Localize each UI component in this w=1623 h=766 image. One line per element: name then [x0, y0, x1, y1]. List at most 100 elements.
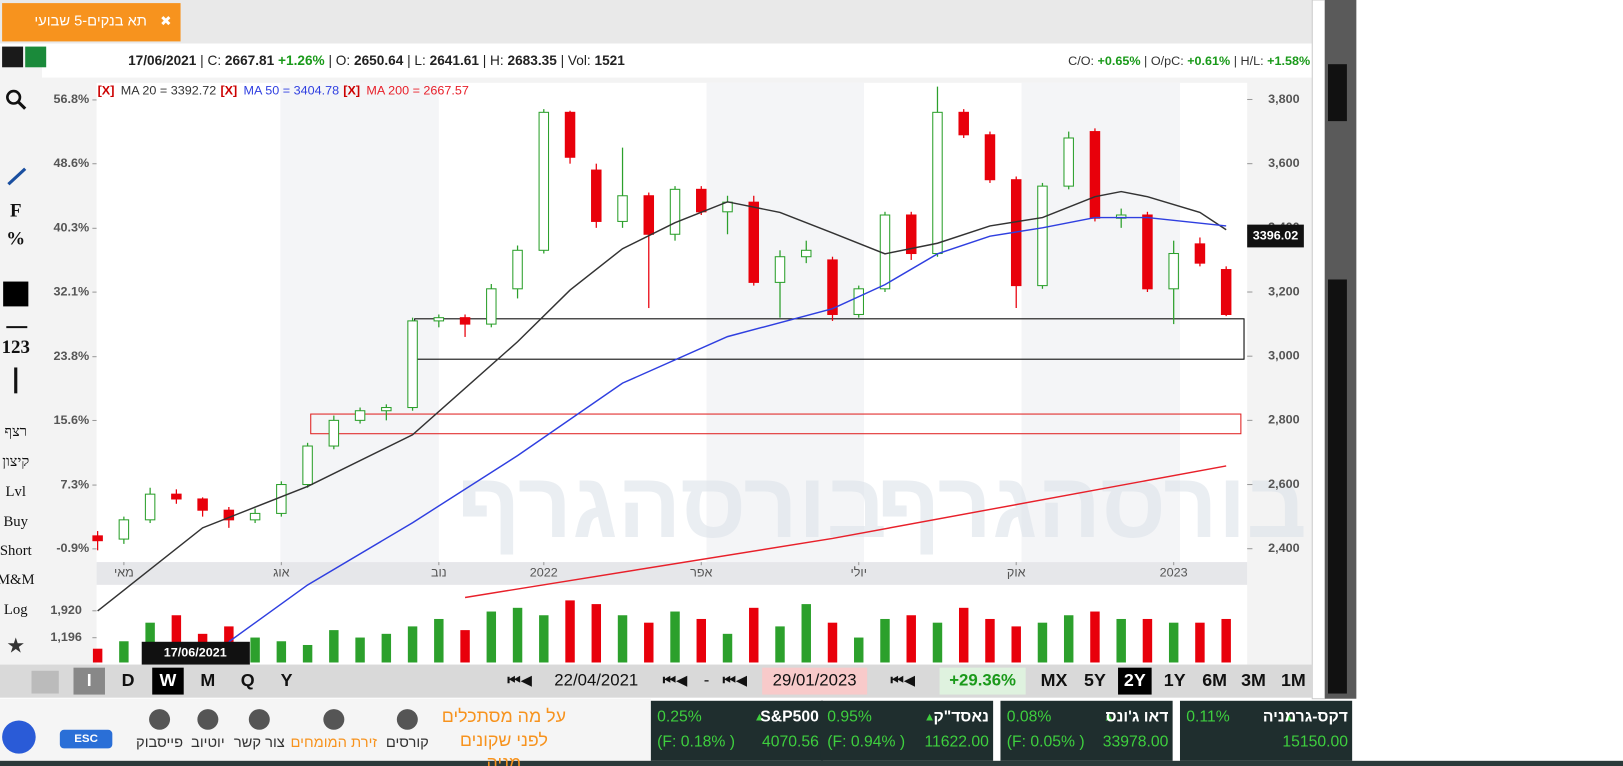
volume-bar — [827, 622, 838, 663]
nav-arrows[interactable]: ⏮◀ — [663, 673, 688, 689]
range-button[interactable]: 5Y — [1084, 670, 1106, 690]
range-button[interactable]: 2Y — [1124, 670, 1146, 690]
period-button[interactable]: D — [122, 670, 135, 690]
volume-bar — [985, 618, 995, 663]
toolbar-label[interactable]: קיצון — [2, 454, 29, 470]
ma-legend-x[interactable]: [X] — [220, 83, 237, 97]
save-icon[interactable] — [31, 670, 59, 694]
y2-tick-label: 48.6% — [54, 156, 90, 170]
ticker-box[interactable] — [1179, 700, 1353, 761]
footer-link[interactable]: פייסבוק — [136, 735, 183, 751]
volume-bar — [171, 615, 182, 663]
nav-arrows[interactable]: ⏮◀ — [891, 673, 916, 689]
nav-arrows[interactable]: ⏮◀ — [507, 673, 532, 689]
tab[interactable] — [2, 3, 181, 42]
range-button[interactable]: 1Y — [1164, 670, 1186, 690]
toolbar-label[interactable]: F — [10, 201, 22, 222]
line-tool[interactable] — [7, 167, 27, 186]
promo-text[interactable]: מניה — [487, 753, 522, 766]
candle-body — [984, 134, 996, 181]
range-button[interactable]: 1M — [1281, 670, 1306, 690]
info-right: C/O: +0.65% | O/pC: +0.61% | H/L: +1.58% — [1068, 54, 1310, 68]
ticker-futures: (F: 0.05% ) — [1007, 733, 1085, 750]
volume-bar — [958, 607, 969, 663]
toolbar-label[interactable]: Lvl — [6, 484, 26, 500]
toolbar-icon[interactable] — [25, 46, 47, 68]
watermark: בורסהגרף — [877, 453, 1307, 557]
info-c_change: +1.26% — [278, 53, 328, 68]
footer-link[interactable]: קורסים — [386, 735, 429, 751]
color-tool[interactable] — [3, 281, 29, 307]
period-button[interactable]: M — [200, 670, 215, 690]
footer-link[interactable]: יוטיוב — [191, 735, 225, 751]
volume-bar — [302, 644, 313, 663]
ticker-box[interactable] — [650, 700, 824, 761]
info-line: 17/06/2021 | C: 2667.81 +1.26% | O: 2650… — [128, 53, 625, 68]
footer-icon[interactable] — [396, 709, 418, 730]
ticker-box[interactable] — [1000, 700, 1173, 761]
toolbar-label[interactable]: Short — [0, 543, 32, 559]
volume-bar — [1221, 618, 1231, 663]
esc-label: ESC — [74, 733, 98, 745]
candle-body — [1089, 131, 1101, 219]
ticker-arrow: ▲ — [754, 711, 765, 723]
accessibility-icon[interactable] — [2, 720, 36, 754]
info-o: 2650.64 — [354, 53, 407, 68]
ma-legend-x[interactable]: [X] — [98, 83, 115, 97]
range-button[interactable]: 6M — [1202, 670, 1227, 690]
search-icon[interactable] — [6, 89, 22, 105]
band — [706, 82, 864, 563]
ma-legend: MA 20 = 3392.72 — [121, 83, 217, 97]
date-from[interactable]: 22/04/2021 — [554, 671, 638, 690]
y2-tick-label: 56.8% — [54, 92, 90, 106]
tab-close[interactable]: ✖ — [160, 13, 171, 28]
y-tick-label: 2,400 — [1268, 541, 1300, 555]
ticker-change: 0.95% — [827, 709, 872, 726]
footer-link[interactable]: זירת המומחים — [291, 735, 378, 751]
toolbar-label[interactable]: רצף — [4, 424, 27, 440]
period-button[interactable]: W — [160, 670, 177, 690]
footer-link[interactable]: צור קשר — [234, 735, 285, 751]
volume-bar — [512, 607, 523, 663]
x-tick-label: אוג — [273, 566, 290, 580]
range-button[interactable]: MX — [1041, 670, 1068, 690]
esc-button[interactable] — [59, 729, 113, 749]
ticker-futures: (F: 0.18% ) — [657, 733, 735, 750]
month-strip — [96, 562, 1248, 585]
toolbar-label[interactable]: % — [6, 229, 25, 250]
range-button[interactable]: 3M — [1241, 670, 1266, 690]
toolbar-label[interactable]: Buy — [4, 514, 29, 530]
volume-bar — [1116, 618, 1126, 663]
promo-text[interactable]: על מה מסתכלים — [442, 706, 566, 726]
candle-body — [669, 188, 681, 235]
toolbar-label[interactable]: Log — [4, 602, 28, 618]
toolbar-icon[interactable] — [2, 46, 24, 68]
candle-body — [92, 535, 103, 542]
range-selected — [1118, 667, 1152, 695]
toolbar-label[interactable]: 123 — [2, 337, 30, 358]
period-button[interactable]: Y — [281, 670, 293, 690]
footer-icon[interactable] — [149, 709, 171, 730]
ma-line — [464, 465, 1227, 599]
ticker-box[interactable] — [820, 700, 994, 761]
date-to[interactable]: 29/01/2023 — [773, 671, 857, 690]
period-button[interactable]: I — [87, 670, 92, 690]
footer-icon[interactable] — [323, 709, 345, 730]
star-icon[interactable]: ★ — [6, 635, 25, 658]
cursor-date-bg — [141, 641, 250, 665]
candle-body — [1220, 269, 1232, 315]
y2-tick-label: 40.3% — [54, 221, 90, 235]
footer-icon[interactable] — [197, 709, 219, 730]
toolbar-label[interactable]: M&M — [0, 572, 35, 588]
ma-legend-x[interactable]: [X] — [343, 83, 360, 97]
ticker-arrow: ▲ — [1103, 711, 1114, 723]
volume-bar — [434, 618, 444, 663]
x-tick-label: אפר — [690, 566, 712, 580]
promo-text[interactable]: לפני שקונים — [460, 730, 548, 750]
nav-arrows[interactable]: ⏮◀ — [723, 673, 748, 689]
y-tick-label: 2,800 — [1268, 413, 1300, 427]
footer-icon[interactable] — [248, 709, 270, 730]
period-button[interactable]: Q — [241, 670, 255, 690]
vol-tick-label: 1,920 — [50, 603, 82, 617]
